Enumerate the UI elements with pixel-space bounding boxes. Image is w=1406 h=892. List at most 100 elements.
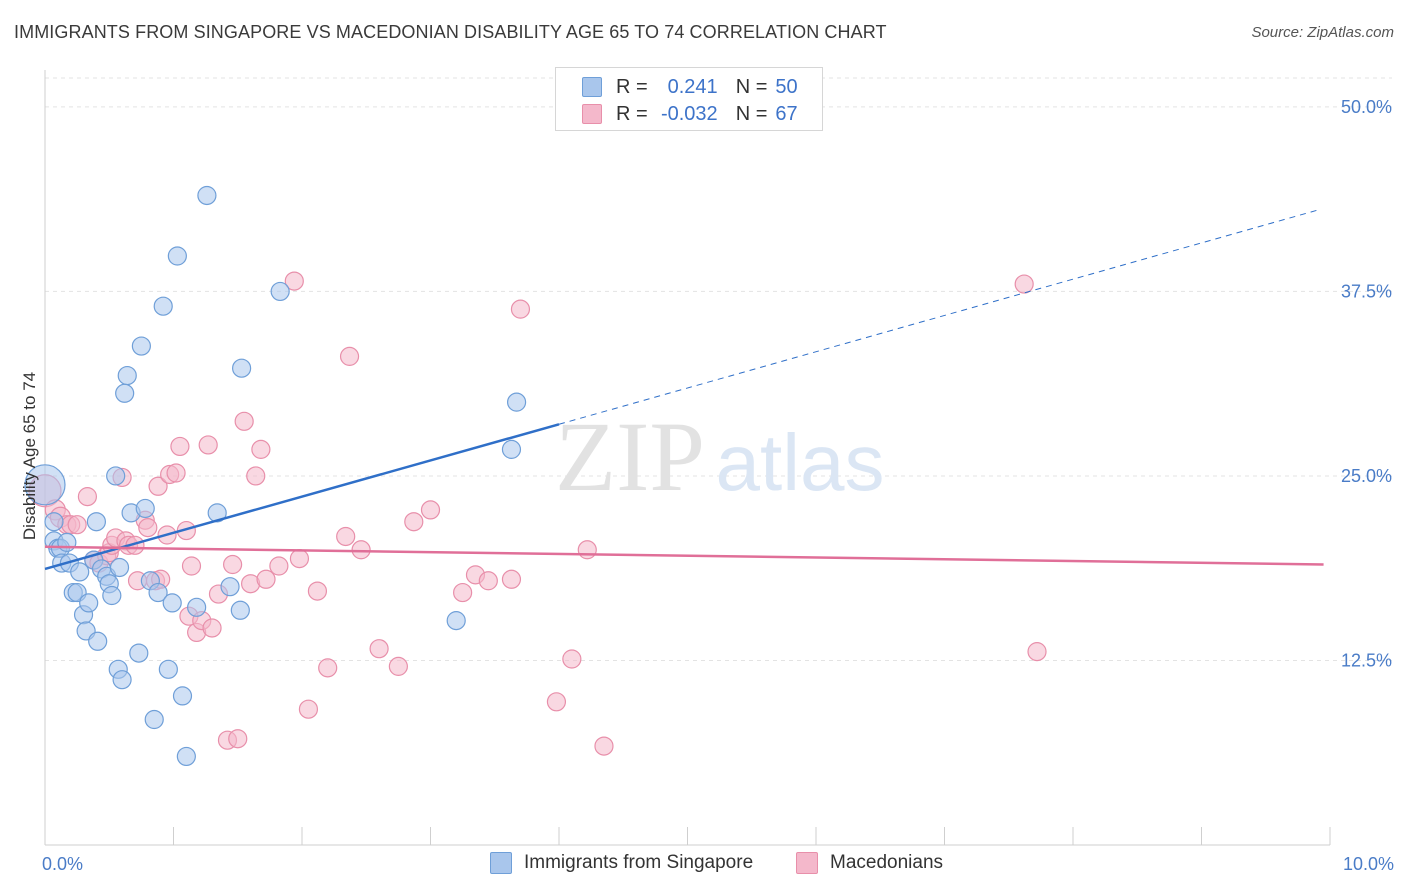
- legend-row-macedonians: R = -0.032 N = 67: [582, 101, 798, 127]
- macedonians-point: [318, 658, 338, 678]
- correlation-legend: R = 0.241 N = 50 R = -0.032 N = 67: [555, 67, 823, 131]
- singapore-point: [129, 643, 149, 663]
- macedonians-points: [28, 271, 1047, 756]
- macedonians-point: [223, 554, 243, 575]
- macedonians-point: [251, 439, 271, 459]
- macedonians-point: [181, 556, 202, 576]
- macedonians-point: [546, 692, 567, 712]
- macedonians-point: [170, 436, 190, 457]
- x-tick-labels: 0.0% 10.0%: [42, 854, 1394, 874]
- source-label: Source: ZipAtlas.com: [1251, 24, 1394, 41]
- singapore-point: [148, 582, 168, 603]
- legend-r-value-macedonians: -0.032: [660, 102, 718, 125]
- singapore-point: [131, 336, 151, 356]
- singapore-points: [24, 185, 527, 767]
- singapore-point: [162, 593, 182, 613]
- axes: [44, 70, 1331, 846]
- macedonians-point: [1014, 274, 1034, 294]
- legend-n-value-singapore: 50: [775, 75, 798, 98]
- singapore-point: [144, 709, 164, 730]
- y-tick-label: 12.5%: [1341, 650, 1392, 670]
- x-tick-label: 0.0%: [42, 854, 83, 874]
- macedonians-point: [138, 518, 158, 538]
- macedonians-point: [166, 463, 186, 483]
- macedonians-point: [67, 515, 87, 535]
- legend-row-singapore: R = 0.241 N = 50: [582, 74, 798, 100]
- blue-swatch-icon: [582, 77, 602, 97]
- macedonians-point: [234, 411, 254, 431]
- legend-r-label: R =: [616, 102, 648, 125]
- macedonians-point: [77, 487, 98, 507]
- legend-r-value-singapore: 0.241: [667, 75, 718, 98]
- watermark-zip: ZIP: [555, 401, 705, 512]
- singapore-point: [153, 296, 173, 316]
- macedonians-point: [501, 569, 522, 589]
- legend-r-label: R =: [616, 75, 648, 98]
- macedonians-point: [510, 299, 531, 319]
- pink-swatch-icon: [796, 852, 818, 874]
- singapore-trend-line: [44, 423, 560, 571]
- legend-n-label: N =: [735, 102, 768, 125]
- macedonians-point: [388, 656, 408, 676]
- singapore-point: [167, 246, 187, 266]
- singapore-point: [197, 185, 217, 206]
- legend-n-value-macedonians: 67: [775, 102, 798, 125]
- blue-swatch-icon: [490, 852, 512, 874]
- macedonians-point: [202, 618, 222, 638]
- singapore-point: [230, 600, 250, 620]
- singapore-point: [501, 439, 522, 459]
- macedonians-point: [420, 500, 441, 520]
- bottom-legend-label-macedonians: Macedonians: [830, 852, 944, 873]
- macedonians-point: [1027, 642, 1047, 662]
- macedonians-point: [453, 582, 473, 603]
- singapore-point: [207, 503, 227, 523]
- pink-swatch-icon: [582, 104, 602, 124]
- y-tick-label: 25.0%: [1341, 466, 1392, 486]
- singapore-trend-extension: [558, 209, 1318, 425]
- legend-n-label: N =: [735, 75, 768, 98]
- chart-title: IMMIGRANTS FROM SINGAPORE VS MACEDONIAN …: [14, 22, 887, 42]
- macedonians-point: [289, 549, 310, 569]
- singapore-point: [135, 498, 155, 519]
- y-tick-labels: 12.5% 25.0% 37.5% 50.0%: [1341, 97, 1392, 671]
- singapore-point: [24, 464, 66, 506]
- macedonians-point: [404, 512, 424, 532]
- macedonians-point: [198, 435, 218, 455]
- y-tick-label: 50.0%: [1341, 97, 1392, 117]
- singapore-point: [176, 746, 196, 767]
- macedonians-point: [298, 699, 319, 719]
- macedonians-point: [336, 526, 356, 547]
- macedonians-point: [228, 729, 248, 749]
- bottom-legend-label-singapore: Immigrants from Singapore: [524, 852, 754, 873]
- singapore-point: [158, 659, 178, 679]
- y-axis-label: Disability Age 65 to 74: [20, 372, 39, 540]
- macedonians-point: [577, 540, 597, 560]
- singapore-point: [446, 611, 466, 631]
- singapore-point: [109, 557, 130, 578]
- singapore-point: [57, 532, 77, 552]
- macedonians-point: [284, 271, 304, 291]
- singapore-point: [112, 670, 132, 690]
- singapore-point: [117, 365, 137, 386]
- singapore-point: [70, 562, 90, 582]
- macedonians-point: [478, 571, 498, 591]
- macedonians-point: [256, 569, 276, 589]
- singapore-point: [115, 383, 135, 403]
- macedonians-point: [148, 476, 168, 496]
- singapore-point: [44, 512, 64, 532]
- singapore-point: [172, 686, 193, 706]
- singapore-point: [270, 281, 290, 302]
- macedonians-point: [562, 649, 582, 669]
- singapore-point: [106, 466, 126, 486]
- singapore-point: [506, 392, 527, 412]
- macedonians-point: [351, 540, 371, 560]
- y-tick-label: 37.5%: [1341, 281, 1392, 301]
- bottom-legend-singapore: Immigrants from Singapore: [490, 852, 753, 874]
- macedonians-point: [246, 466, 266, 486]
- bottom-legend-macedonians: Macedonians: [796, 852, 943, 874]
- singapore-point: [220, 577, 240, 597]
- macedonians-point: [307, 581, 328, 601]
- macedonians-point: [594, 736, 614, 756]
- singapore-point: [86, 512, 107, 532]
